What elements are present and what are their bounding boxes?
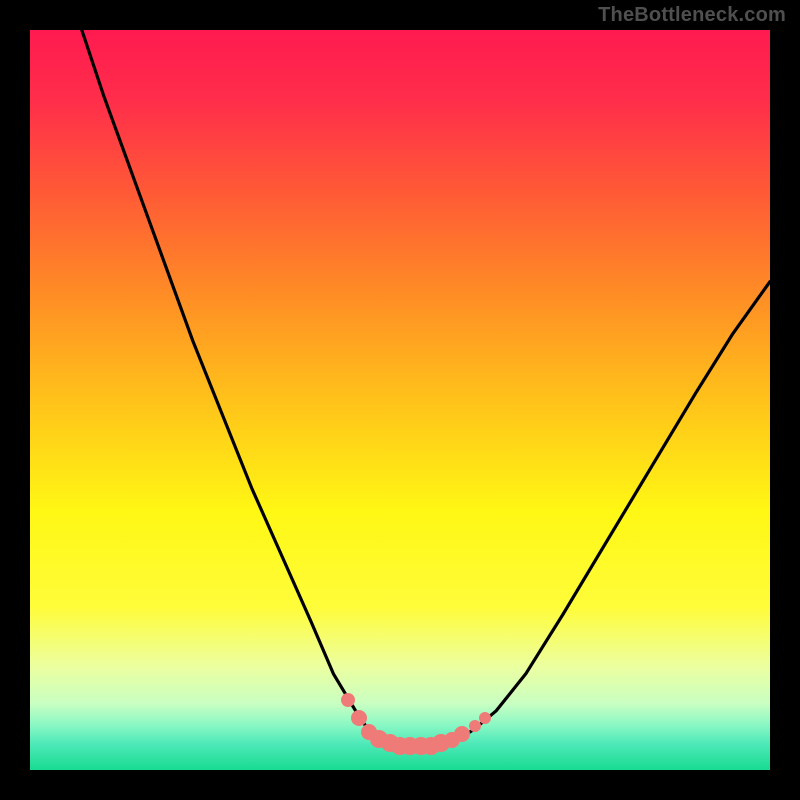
watermark-text: TheBottleneck.com bbox=[598, 4, 786, 27]
bottleneck-curves bbox=[30, 30, 770, 770]
bottleneck-curve-path bbox=[82, 30, 770, 746]
valley-marker bbox=[341, 693, 355, 707]
chart-frame: TheBottleneck.com bbox=[0, 0, 800, 800]
valley-marker bbox=[454, 726, 470, 742]
plot-area bbox=[30, 30, 770, 770]
valley-marker bbox=[469, 720, 481, 732]
